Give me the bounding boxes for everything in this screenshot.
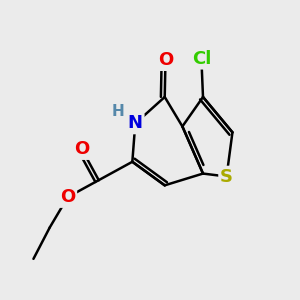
Text: S: S — [220, 167, 233, 185]
Text: O: O — [158, 51, 173, 69]
Text: O: O — [60, 188, 75, 206]
Text: H: H — [111, 104, 124, 119]
Text: Cl: Cl — [192, 50, 211, 68]
Text: O: O — [74, 140, 89, 158]
Text: N: N — [128, 115, 143, 133]
